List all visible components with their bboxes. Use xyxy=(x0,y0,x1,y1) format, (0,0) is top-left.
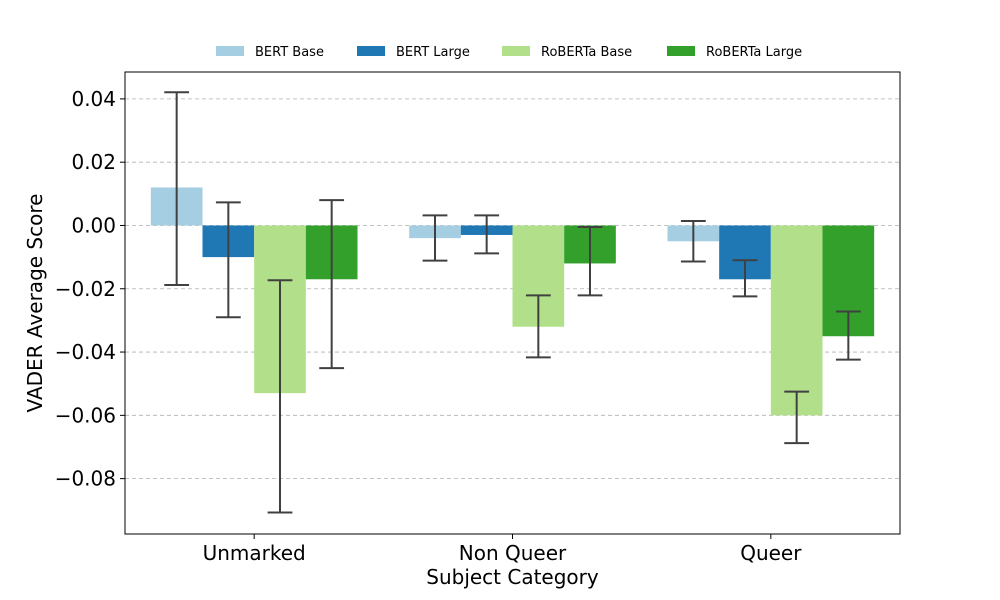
y-tick-label: 0.04 xyxy=(71,87,116,111)
x-axis-ticks: Unmarked Non Queer Queer xyxy=(203,534,802,565)
y-tick-label: 0.02 xyxy=(71,150,116,174)
error-bars xyxy=(164,91,861,514)
y-tick-label: −0.06 xyxy=(55,403,116,427)
x-tick-label: Non Queer xyxy=(459,541,567,565)
x-tick-label: Unmarked xyxy=(203,541,306,565)
legend-swatch xyxy=(502,46,530,56)
x-axis-label: Subject Category xyxy=(426,565,599,589)
legend-label: BERT Large xyxy=(396,45,470,60)
legend-swatch xyxy=(216,46,244,56)
bars xyxy=(150,187,875,416)
y-tick-label: −0.04 xyxy=(55,340,116,364)
legend-label: RoBERTa Large xyxy=(706,45,802,60)
y-tick-label: −0.02 xyxy=(55,277,116,301)
legend: BERT Base BERT Large RoBERTa Base RoBERTa L… xyxy=(216,45,802,60)
legend-swatch xyxy=(667,46,695,56)
y-axis-label: VADER Average Score xyxy=(23,194,47,413)
bar xyxy=(770,225,823,416)
legend-label: BERT Base xyxy=(255,45,324,60)
x-tick-label: Queer xyxy=(740,541,802,565)
y-tick-label: 0.00 xyxy=(71,213,116,237)
legend-swatch xyxy=(357,46,385,56)
y-axis-ticks: 0.04 0.02 0.00 −0.02 −0.04 −0.06 −0.08 xyxy=(55,87,125,491)
legend-label: RoBERTa Base xyxy=(541,45,632,60)
y-tick-label: −0.08 xyxy=(55,467,116,491)
